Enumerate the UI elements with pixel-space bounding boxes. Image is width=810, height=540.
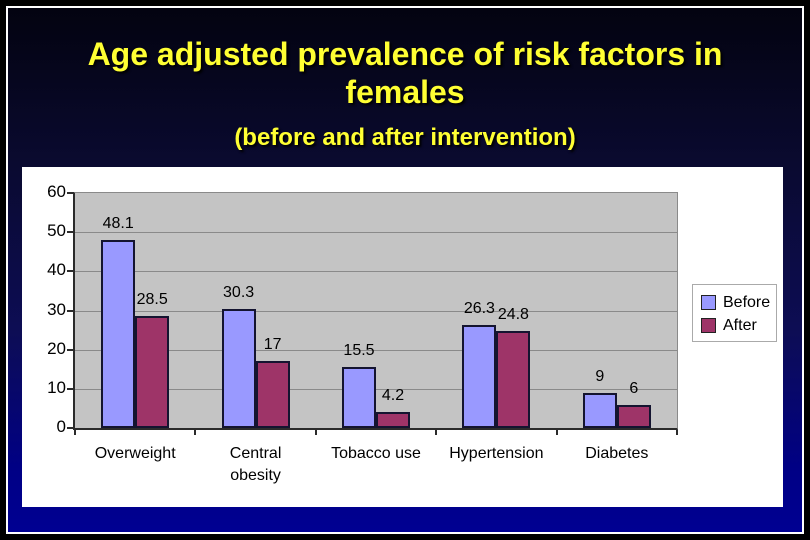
y-axis-tick-label: 30 bbox=[47, 299, 66, 319]
legend-entry-before: Before bbox=[693, 291, 776, 314]
bar-before-2 bbox=[342, 367, 376, 428]
bar-value-label: 4.2 bbox=[381, 386, 405, 404]
category-label: Central obesity bbox=[229, 445, 282, 484]
bar-value-label: 15.5 bbox=[343, 342, 375, 360]
gridline bbox=[75, 310, 677, 312]
x-axis-tick bbox=[676, 430, 678, 435]
y-axis-tick-label: 40 bbox=[47, 260, 66, 280]
category-label: Hypertension bbox=[449, 445, 544, 462]
y-axis-tick-label: 10 bbox=[47, 377, 66, 397]
bar-value-label: 30.3 bbox=[223, 284, 255, 302]
bar-after-3 bbox=[496, 330, 531, 428]
bar-before-3 bbox=[462, 325, 497, 428]
y-axis-tick bbox=[67, 387, 74, 390]
x-axis-tick bbox=[314, 430, 317, 435]
slide-inner-frame: Age adjusted prevalence of risk factors … bbox=[6, 6, 804, 534]
bar-value-label: 17 bbox=[263, 336, 282, 354]
legend-label-after: After bbox=[723, 316, 757, 334]
gridline bbox=[75, 271, 677, 273]
slide-title-line2: females bbox=[345, 74, 465, 110]
gridline bbox=[75, 349, 677, 351]
bar-value-label: 26.3 bbox=[463, 300, 495, 317]
bar-value-label: 6 bbox=[629, 379, 639, 397]
y-axis-tick bbox=[67, 192, 74, 194]
legend-entry-after: After bbox=[693, 314, 776, 337]
y-axis-tick bbox=[67, 231, 74, 234]
slide-subtitle: (before and after intervention) bbox=[234, 124, 576, 151]
category-label: Overweight bbox=[94, 445, 176, 462]
bar-value-label: 48.1 bbox=[102, 214, 134, 232]
y-axis-tick-label: 0 bbox=[56, 417, 66, 436]
bar-after-4 bbox=[616, 404, 651, 428]
chart-plot-area: 48.1 28.5 30.3 17 15.5 4.2 26.3 24.8 9 6 bbox=[73, 192, 678, 430]
bar-after-0 bbox=[135, 316, 170, 428]
y-axis-tick-label: 20 bbox=[47, 338, 66, 358]
bar-value-label: 9 bbox=[595, 367, 605, 385]
slide-title: Age adjusted prevalence of risk factors … bbox=[8, 35, 802, 111]
bar-value-label: 24.8 bbox=[497, 305, 529, 323]
before-series-swatch bbox=[701, 295, 716, 310]
chart-legend: Before After bbox=[692, 284, 777, 342]
y-axis-tick-label: 50 bbox=[47, 221, 66, 241]
chart: 48.1 28.5 30.3 17 15.5 4.2 26.3 24.8 9 6 Before A… bbox=[22, 167, 783, 507]
bar-before-4 bbox=[582, 392, 617, 428]
slide-title-line1: Age adjusted prevalence of risk factors … bbox=[87, 36, 723, 72]
category-label: Tobacco use bbox=[331, 445, 421, 462]
bar-after-1 bbox=[255, 361, 290, 428]
y-axis-tick bbox=[67, 427, 74, 429]
bar-after-2 bbox=[376, 411, 410, 428]
legend-label-before: Before bbox=[723, 293, 771, 311]
bar-before-0 bbox=[101, 239, 136, 428]
y-axis-tick bbox=[67, 348, 74, 351]
bar-value-label: 28.5 bbox=[136, 291, 168, 309]
gridline bbox=[75, 388, 677, 390]
x-axis-tick bbox=[74, 430, 76, 435]
y-axis-tick bbox=[67, 309, 74, 312]
y-axis-tick bbox=[67, 270, 74, 273]
x-axis-tick bbox=[435, 430, 438, 435]
bar-before-1 bbox=[221, 309, 256, 428]
category-label: Diabetes bbox=[585, 445, 649, 462]
x-axis-tick bbox=[555, 430, 558, 435]
after-series-swatch bbox=[701, 318, 716, 333]
gridline bbox=[75, 232, 677, 234]
x-axis-tick bbox=[194, 430, 197, 435]
y-axis-tick-label: 60 bbox=[47, 182, 66, 201]
